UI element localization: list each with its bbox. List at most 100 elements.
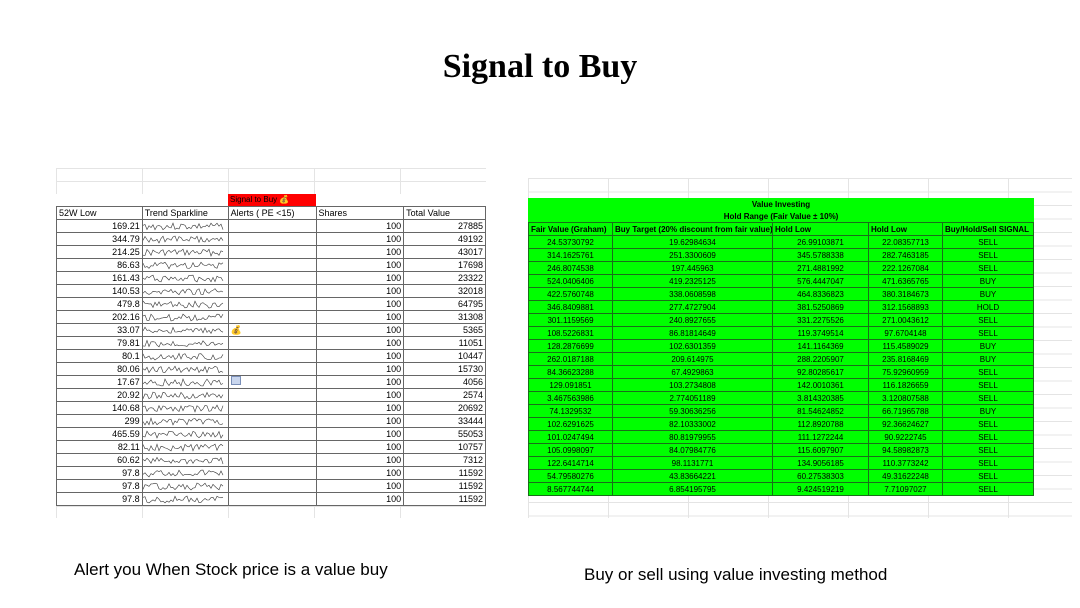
signal-cell[interactable]: BUY (941, 339, 1035, 353)
total-value-cell[interactable]: 11592 (403, 466, 486, 480)
sparkline-cell[interactable] (141, 362, 229, 376)
shares-cell[interactable]: 100 (315, 362, 405, 376)
sparkline-cell[interactable] (141, 310, 229, 324)
value-cell[interactable]: 105.0998097 (528, 443, 613, 457)
alert-cell[interactable] (227, 284, 317, 298)
shares-cell[interactable]: 100 (315, 453, 405, 467)
column-header[interactable]: Buy Target (20% discount from fair value… (612, 222, 773, 236)
shares-cell[interactable]: 100 (315, 297, 405, 311)
low-cell[interactable]: 479.8 (56, 297, 143, 311)
value-cell[interactable]: 240.8927655 (612, 313, 773, 327)
total-value-cell[interactable]: 11592 (403, 479, 486, 493)
low-cell[interactable]: 86.63 (56, 258, 143, 272)
alert-cell[interactable] (227, 349, 317, 363)
value-cell[interactable]: 119.3749514 (772, 326, 869, 340)
low-cell[interactable]: 344.79 (56, 232, 143, 246)
low-cell[interactable]: 80.06 (56, 362, 143, 376)
value-cell[interactable]: 19.62984634 (612, 235, 773, 249)
signal-cell[interactable]: SELL (941, 235, 1035, 249)
column-header[interactable]: Fair Value (Graham) (528, 222, 613, 236)
value-cell[interactable]: 115.6097907 (772, 443, 869, 457)
shares-cell[interactable]: 100 (315, 427, 405, 441)
value-cell[interactable]: 251.3300609 (612, 248, 773, 262)
sparkline-cell[interactable] (141, 453, 229, 467)
shares-cell[interactable]: 100 (315, 375, 405, 389)
value-cell[interactable]: 8.567744744 (528, 482, 613, 496)
total-value-cell[interactable]: 20692 (403, 401, 486, 415)
value-cell[interactable]: 67.4929863 (612, 365, 773, 379)
alert-cell[interactable] (227, 427, 317, 441)
low-cell[interactable]: 79.81 (56, 336, 143, 350)
total-value-cell[interactable]: 10447 (403, 349, 486, 363)
value-cell[interactable]: 112.8920788 (772, 417, 869, 431)
signal-cell[interactable]: SELL (941, 313, 1035, 327)
value-cell[interactable]: 59.30636256 (612, 404, 773, 418)
total-value-cell[interactable]: 15730 (403, 362, 486, 376)
alert-cell[interactable] (227, 232, 317, 246)
shares-cell[interactable]: 100 (315, 232, 405, 246)
signal-to-buy-tab[interactable]: Signal to Buy 💰 (228, 194, 316, 206)
value-cell[interactable]: 60.27538303 (772, 469, 869, 483)
low-cell[interactable]: 80.1 (56, 349, 143, 363)
total-value-cell[interactable]: 31308 (403, 310, 486, 324)
total-value-cell[interactable]: 64795 (403, 297, 486, 311)
value-cell[interactable]: 81.54624852 (772, 404, 869, 418)
value-cell[interactable]: 134.9056185 (772, 456, 869, 470)
alert-cell[interactable] (227, 440, 317, 454)
alert-cell[interactable] (227, 466, 317, 480)
low-cell[interactable]: 17.67 (56, 375, 143, 389)
column-header[interactable]: Buy/Hold/Sell SIGNAL (941, 222, 1035, 236)
value-cell[interactable]: 3.467563986 (528, 391, 613, 405)
sparkline-cell[interactable] (141, 323, 229, 337)
value-cell[interactable]: 381.5250869 (772, 300, 869, 314)
low-cell[interactable]: 97.8 (56, 492, 143, 506)
alert-cell[interactable] (227, 310, 317, 324)
sparkline-cell[interactable] (141, 297, 229, 311)
value-cell[interactable]: 271.0043612 (868, 313, 943, 327)
shares-cell[interactable]: 100 (315, 466, 405, 480)
alert-cell[interactable] (227, 297, 317, 311)
alert-cell[interactable] (227, 271, 317, 285)
shares-cell[interactable]: 100 (315, 245, 405, 259)
shares-cell[interactable]: 100 (315, 258, 405, 272)
value-cell[interactable]: 3.120807588 (868, 391, 943, 405)
low-cell[interactable]: 214.25 (56, 245, 143, 259)
sparkline-cell[interactable] (141, 245, 229, 259)
low-cell[interactable]: 82.11 (56, 440, 143, 454)
value-cell[interactable]: 380.3184673 (868, 287, 943, 301)
alert-cell[interactable] (227, 453, 317, 467)
value-cell[interactable]: 9.424519219 (772, 482, 869, 496)
total-value-cell[interactable]: 10757 (403, 440, 486, 454)
value-cell[interactable]: 102.6301359 (612, 339, 773, 353)
alert-cell[interactable] (227, 492, 317, 506)
value-cell[interactable]: 129.091851 (528, 378, 613, 392)
value-cell[interactable]: 197.445963 (612, 261, 773, 275)
column-header[interactable]: Hold Low (868, 222, 943, 236)
sparkline-cell[interactable] (141, 466, 229, 480)
value-cell[interactable]: 75.92960959 (868, 365, 943, 379)
sparkline-cell[interactable] (141, 284, 229, 298)
sparkline-cell[interactable] (141, 349, 229, 363)
value-cell[interactable]: 345.5788338 (772, 248, 869, 262)
total-value-cell[interactable]: 55053 (403, 427, 486, 441)
value-cell[interactable]: 222.1267084 (868, 261, 943, 275)
value-cell[interactable]: 419.2325125 (612, 274, 773, 288)
value-cell[interactable]: 84.36623288 (528, 365, 613, 379)
value-cell[interactable]: 101.0247494 (528, 430, 613, 444)
sparkline-cell[interactable] (141, 427, 229, 441)
value-cell[interactable]: 22.08357713 (868, 235, 943, 249)
value-cell[interactable]: 90.9222745 (868, 430, 943, 444)
value-cell[interactable]: 24.53730792 (528, 235, 613, 249)
sparkline-cell[interactable] (141, 258, 229, 272)
value-cell[interactable]: 312.1568893 (868, 300, 943, 314)
total-value-cell[interactable]: 43017 (403, 245, 486, 259)
value-cell[interactable]: 103.2734808 (612, 378, 773, 392)
signal-cell[interactable]: HOLD (941, 300, 1035, 314)
low-cell[interactable]: 97.8 (56, 466, 143, 480)
value-cell[interactable]: 235.8168469 (868, 352, 943, 366)
value-cell[interactable]: 301.1159569 (528, 313, 613, 327)
sparkline-cell[interactable] (141, 414, 229, 428)
value-cell[interactable]: 6.854195795 (612, 482, 773, 496)
value-cell[interactable]: 331.2275526 (772, 313, 869, 327)
value-cell[interactable]: 464.8336823 (772, 287, 869, 301)
